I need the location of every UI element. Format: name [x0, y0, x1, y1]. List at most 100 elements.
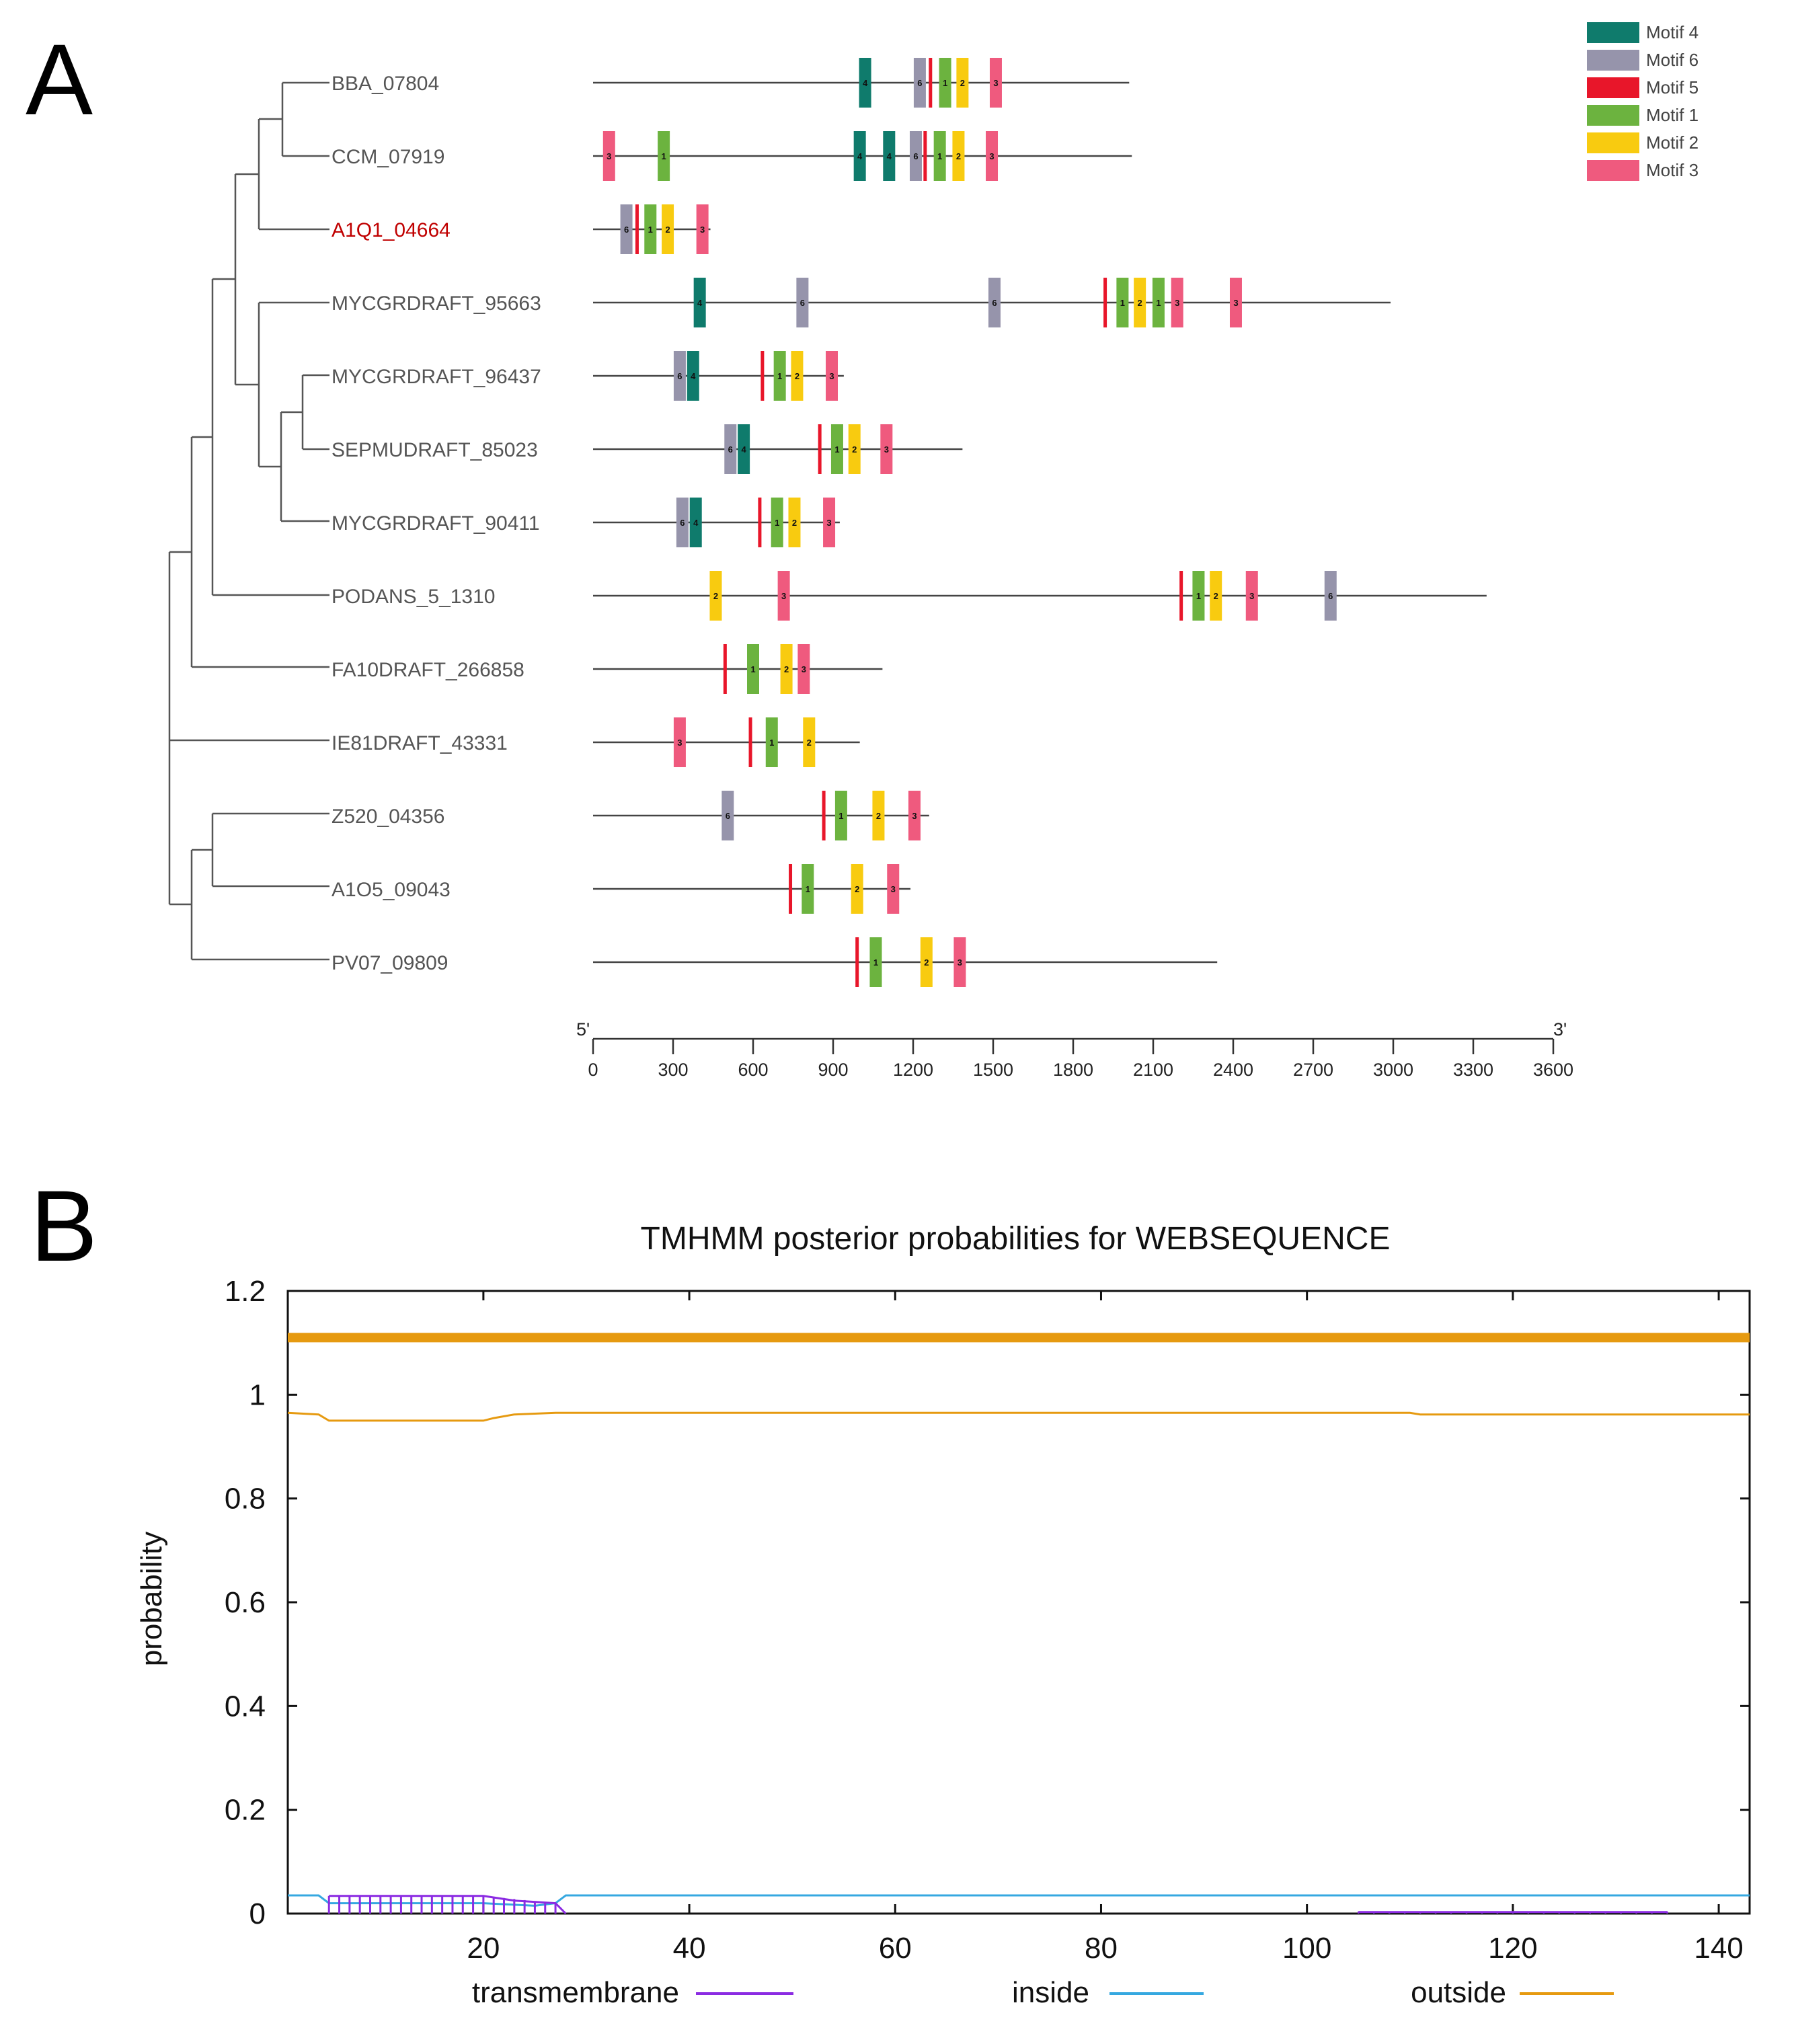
motif-number: 1	[777, 371, 782, 381]
motif-4-block	[687, 351, 699, 401]
motif-number: 6	[728, 444, 733, 455]
axis-tick-label: 2100	[1133, 1060, 1173, 1080]
gene-label: A1Q1_04664	[332, 219, 451, 241]
motif-2-block	[1134, 278, 1146, 327]
motif-3-block	[989, 58, 1002, 108]
motif-number: 2	[956, 151, 961, 161]
motif-1-block	[869, 937, 882, 987]
legend-swatch	[1587, 22, 1639, 43]
axis-tick-label: 3600	[1533, 1060, 1573, 1080]
axis-tick-label: 1800	[1053, 1060, 1093, 1080]
motif-number: 4	[697, 298, 703, 308]
motif-6-block	[620, 204, 633, 254]
motif-5-block	[923, 131, 927, 181]
x-tick-label: 100	[1282, 1932, 1331, 1965]
panel-b: B TMHMM posterior probabilities for WEBS…	[30, 1169, 1751, 2009]
tree-branch	[301, 374, 329, 450]
x-tick-label: 80	[1085, 1932, 1118, 1965]
y-tick-label: 1	[249, 1378, 266, 1411]
gene-label: PV07_09809	[332, 952, 448, 974]
motif-1-block	[1152, 278, 1165, 327]
gene-label: SEPMUDRAFT_85023	[332, 439, 538, 461]
motif-3-block	[887, 864, 900, 914]
legend-label: Motif 2	[1646, 132, 1699, 153]
motif-2-block	[791, 351, 804, 401]
axis-5prime-label: 5'	[576, 1019, 590, 1039]
motif-5-block	[822, 791, 826, 840]
probability-series	[287, 1333, 1750, 1915]
gene-tracks: 4 6 1 2 33 1 4 4 6 1 2 36 1 2 34 6 6 1 2 1 3 36 4 1 2 36 4 1 2 36 4 1 2 3…	[593, 58, 1487, 987]
motif-number: 3	[826, 518, 831, 528]
gene-label: CCM_07919	[332, 146, 444, 168]
motif-number: 4	[691, 371, 696, 381]
motif-5-block	[929, 58, 933, 108]
y-tick-label: 0.6	[225, 1586, 266, 1619]
motif-number: 1	[806, 884, 810, 894]
motif-6-block	[988, 278, 1001, 327]
motif-3-block	[826, 351, 838, 401]
motif-number: 1	[1156, 298, 1161, 308]
motif-6-block	[673, 351, 686, 401]
legend-label: Motif 1	[1646, 105, 1699, 125]
legend-swatch	[1587, 77, 1639, 98]
gene-label: A1O5_09043	[332, 879, 451, 901]
phylogenetic-tree	[168, 81, 329, 961]
tree-branch	[234, 173, 259, 386]
motif-4-block	[738, 424, 750, 474]
motif-number: 3	[829, 371, 834, 381]
motif-1-block	[771, 498, 783, 547]
motif-4-block	[689, 498, 702, 547]
motif-1-block	[658, 131, 670, 181]
motif-2-block	[872, 791, 885, 840]
legend-label: Motif 6	[1646, 50, 1699, 70]
panel-a: A BBA_07804 CCM_07919 A1Q1_04664 MYCGRDRAFT…	[26, 22, 1699, 1080]
motif-number: 1	[943, 78, 947, 88]
motif-number: 3	[1249, 591, 1254, 601]
motif-number: 2	[807, 738, 812, 748]
motif-5-block	[758, 498, 762, 547]
motif-5-block	[748, 717, 752, 767]
motif-number: 3	[989, 151, 994, 161]
motif-5-block	[789, 864, 793, 914]
motif-2-block	[780, 644, 793, 694]
motif-1-block	[765, 717, 778, 767]
motif-number: 6	[726, 811, 730, 821]
x-tick-label: 60	[879, 1932, 912, 1965]
gene-label: MYCGRDRAFT_96437	[332, 366, 541, 388]
motif-5-block	[818, 424, 822, 474]
motif-3-block	[1171, 278, 1183, 327]
motif-number: 3	[607, 151, 611, 161]
motif-number: 3	[700, 225, 705, 235]
legend-swatch	[1587, 132, 1639, 153]
motif-2-block	[956, 58, 969, 108]
motif-number: 1	[769, 738, 774, 748]
motif-2-block	[920, 937, 933, 987]
motif-number: 6	[913, 151, 918, 161]
gene-label: MYCGRDRAFT_95663	[332, 292, 541, 315]
motif-number: 1	[775, 518, 779, 528]
motif-number: 2	[1138, 298, 1142, 308]
axis-tick-label: 0	[588, 1060, 598, 1080]
gene-label: Z520_04356	[332, 805, 445, 828]
motif-6-block	[724, 424, 737, 474]
motif-number: 3	[891, 884, 896, 894]
y-axis-label: probability	[135, 1532, 168, 1667]
motif-number: 1	[834, 444, 839, 455]
gene-label: PODANS_5_1310	[332, 586, 496, 608]
axis-ticks: 0 300 600 900 1200 1500 1800 2100 2400 2700 3000 33…	[588, 1039, 1573, 1080]
motif-1-block	[773, 351, 786, 401]
motif-number: 6	[677, 371, 682, 381]
legend-label: transmembrane	[472, 1976, 679, 2009]
motif-legend: Motif 4 Motif 6 Motif 5 Motif 1 Motif 2 Motif…	[1587, 22, 1699, 181]
motif-number: 6	[680, 518, 685, 528]
y-tick-label: 0.4	[225, 1690, 266, 1723]
tree-branch	[211, 812, 329, 888]
motif-1-block	[747, 644, 759, 694]
motif-3-block	[1229, 278, 1242, 327]
motif-3-block	[953, 937, 966, 987]
motif-2-block	[848, 424, 861, 474]
motif-number: 3	[677, 738, 682, 748]
tree-branch	[211, 278, 329, 596]
motif-2-block	[788, 498, 801, 547]
